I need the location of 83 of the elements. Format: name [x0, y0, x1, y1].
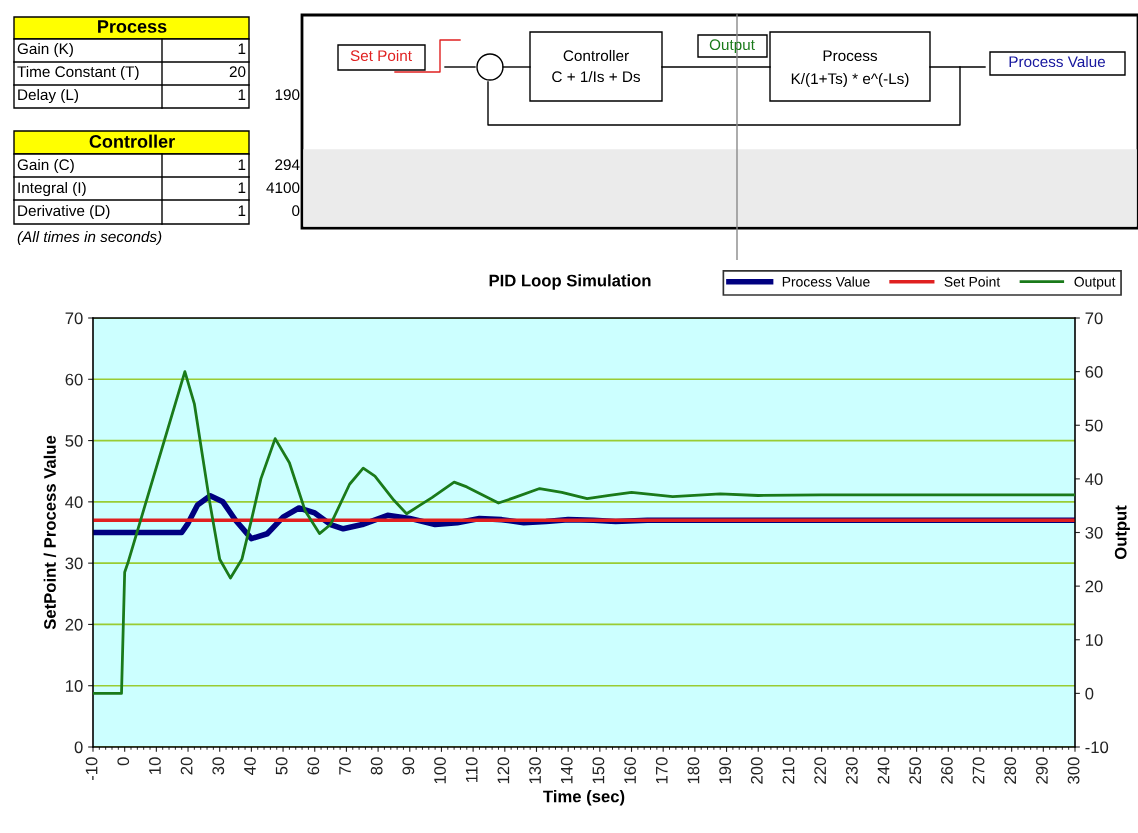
text: Controller — [563, 49, 629, 62]
text: Delay (L) — [18, 88, 79, 104]
y-tick-label: 70 — [65, 312, 83, 325]
text: 0 — [292, 205, 300, 217]
text: (All times in seconds) — [17, 230, 162, 246]
x-tick-label: 130 — [529, 757, 541, 784]
x-tick-label: 250 — [909, 757, 922, 784]
y2-tick-label: 30 — [1085, 526, 1103, 539]
y2-tick-label: 20 — [1085, 580, 1103, 593]
text: Gain (C) — [17, 158, 74, 174]
y2-tick-label: 60 — [1085, 366, 1103, 378]
text: 1 — [238, 159, 246, 170]
y-tick-label: 50 — [65, 434, 83, 447]
text: 1 — [238, 89, 246, 100]
x-tick-label: 10 — [149, 757, 161, 774]
text: 294 — [275, 159, 300, 171]
x-tick-label: 0 — [117, 757, 130, 766]
text: 4100 — [266, 182, 300, 194]
x-tick-label: 90 — [402, 757, 415, 775]
x-axis-title: Time (sec) — [543, 790, 625, 806]
text: 1 — [238, 43, 246, 54]
x-tick-label: 220 — [814, 757, 827, 784]
x-tick-label: 70 — [339, 757, 351, 775]
x-tick-label: 300 — [1067, 757, 1080, 784]
y2-tick-label: 0 — [1085, 687, 1094, 700]
x-tick-label: 30 — [212, 757, 225, 775]
text: K/(1+Ts) * e^(-Ls) — [791, 72, 909, 88]
text: Time Constant (T) — [17, 65, 139, 81]
y-axis-title: SetPoint / Process Value — [43, 435, 57, 630]
x-tick-label: 100 — [434, 757, 446, 784]
x-tick-label: 200 — [750, 757, 763, 784]
x-tick-label: 240 — [877, 757, 890, 784]
y-tick-label: 30 — [65, 557, 83, 570]
x-tick-label: 180 — [687, 757, 700, 784]
x-tick-label: 230 — [845, 757, 858, 784]
y-tick-label: 10 — [66, 680, 83, 692]
line-series — [93, 370, 1075, 695]
y2-tick-label: 70 — [1085, 312, 1103, 325]
text: Output — [709, 39, 755, 54]
y-tick-label: 60 — [65, 373, 83, 386]
text: C + 1/Is + Ds — [552, 70, 641, 83]
x-tick-label: 150 — [592, 757, 605, 784]
x-tick-label: 60 — [307, 757, 320, 775]
x-tick-label: 110 — [465, 757, 478, 783]
legend-label: Output — [1074, 276, 1116, 290]
text: Gain (K) — [17, 42, 73, 58]
x-tick-label: 210 — [782, 757, 795, 784]
text: Process — [823, 50, 878, 62]
x-tick-label: 260 — [940, 757, 953, 784]
text: 1 — [238, 182, 246, 193]
x-tick-label: 190 — [719, 757, 732, 784]
x-tick-label: 290 — [1035, 757, 1048, 784]
text: Controller — [89, 134, 175, 148]
text: Integral (I) — [18, 181, 86, 197]
x-tick-label: 170 — [655, 757, 668, 784]
text: Derivative (D) — [18, 204, 110, 220]
text: Process — [98, 20, 167, 33]
y-tick-label: 20 — [65, 618, 83, 631]
x-tick-label: 50 — [275, 757, 288, 775]
text: 1 — [238, 205, 246, 216]
x-tick-label: 140 — [560, 757, 573, 784]
y2-tick-label: 50 — [1085, 419, 1103, 432]
legend-label: Set Point — [944, 276, 1001, 287]
text: Process Value — [1009, 55, 1106, 68]
y2-tick-label: -10 — [1085, 741, 1109, 754]
x-tick-label: -10 — [85, 757, 98, 781]
text: 20 — [229, 66, 246, 78]
x-tick-label: 80 — [370, 757, 383, 775]
y2-tick-label: 10 — [1085, 634, 1103, 646]
x-tick-label: 280 — [1004, 757, 1017, 784]
y2-tick-label: 40 — [1085, 473, 1103, 486]
chart-title: PID Loop Simulation — [489, 274, 651, 290]
x-tick-label: 270 — [972, 757, 985, 784]
y2-axis-title: Output — [1114, 505, 1130, 560]
y-tick-label: 40 — [65, 496, 83, 509]
y-tick-label: 0 — [74, 741, 83, 754]
x-tick-label: 20 — [180, 757, 193, 775]
legend-label: Process Value — [782, 276, 870, 287]
text: Set Point — [350, 49, 412, 62]
x-tick-label: 160 — [624, 757, 636, 784]
x-tick-label: 120 — [497, 757, 510, 784]
text: 190 — [275, 89, 300, 101]
x-tick-label: 40 — [244, 757, 256, 775]
